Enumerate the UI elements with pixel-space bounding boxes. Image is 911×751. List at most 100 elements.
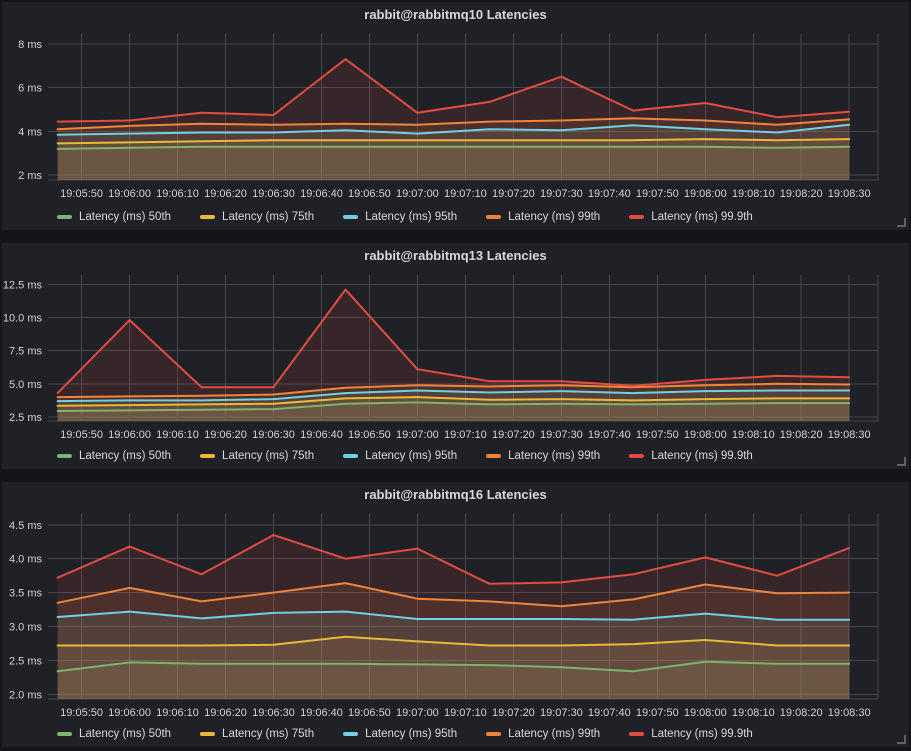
- x-tick-label: 19:08:30: [828, 429, 871, 441]
- series-fill-50th: [57, 661, 850, 699]
- series-line-99.9th: [56, 288, 851, 395]
- chart-legend: Latency (ms) 50th Latency (ms) 75th Latenc…: [2, 443, 909, 469]
- legend-item-99th[interactable]: Latency (ms) 99th: [486, 211, 600, 223]
- series-fill-75th: [57, 139, 850, 180]
- legend-item-95th[interactable]: Latency (ms) 95th: [343, 211, 457, 223]
- series-line-75th: [56, 635, 851, 647]
- series-line-99.9th: [56, 58, 851, 123]
- y-tick-label: 2.5 ms: [9, 412, 43, 424]
- legend-item-50th[interactable]: Latency (ms) 50th: [57, 728, 171, 740]
- series-fill-99th: [57, 583, 850, 699]
- legend-swatch: [343, 732, 359, 736]
- x-tick-label: 19:08:10: [732, 707, 775, 719]
- y-tick-label: 4.5 ms: [9, 520, 43, 532]
- legend-item-99th[interactable]: Latency (ms) 99th: [486, 728, 600, 740]
- legend-swatch: [200, 215, 216, 219]
- series-line-99.9th: [56, 534, 851, 585]
- x-tick-label: 19:07:10: [444, 188, 487, 200]
- legend-label: Latency (ms) 50th: [79, 211, 172, 223]
- x-tick-label: 19:07:30: [540, 188, 583, 200]
- series-fill-50th: [57, 146, 850, 180]
- grid-lines: [48, 34, 879, 181]
- series-fill-75th: [57, 636, 850, 699]
- x-tick-label: 19:07:20: [492, 188, 535, 200]
- legend-item-50th[interactable]: Latency (ms) 50th: [57, 450, 171, 462]
- series-line-99th: [56, 117, 851, 131]
- x-tick-label: 19:08:10: [732, 429, 775, 441]
- series-line-95th: [56, 389, 851, 403]
- x-tick-label: 19:06:40: [300, 429, 343, 441]
- panel-title[interactable]: rabbit@rabbitmq10 Latencies: [364, 7, 547, 22]
- legend-swatch: [343, 215, 359, 219]
- legend-label: Latency (ms) 99th: [508, 211, 601, 223]
- legend-item-99.9th[interactable]: Latency (ms) 99.9th: [629, 211, 753, 223]
- legend-label: Latency (ms) 99.9th: [651, 450, 753, 462]
- y-axis-labels: 2 ms 4 ms 6 ms 8 ms: [18, 39, 42, 182]
- legend-swatch: [629, 215, 645, 219]
- x-tick-label: 19:06:00: [108, 188, 151, 200]
- legend-item-75th[interactable]: Latency (ms) 75th: [200, 211, 314, 223]
- series-line-99th: [56, 382, 851, 399]
- x-tick-label: 19:06:00: [108, 707, 151, 719]
- legend-item-75th[interactable]: Latency (ms) 75th: [200, 728, 314, 740]
- x-tick-label: 19:07:40: [588, 429, 631, 441]
- y-tick-label: 2 ms: [18, 170, 42, 182]
- x-axis-labels: 19:05:50 19:06:00 19:06:10 19:06:20 19:06:30…: [60, 188, 870, 200]
- legend-item-95th[interactable]: Latency (ms) 95th: [343, 728, 457, 740]
- legend-item-99.9th[interactable]: Latency (ms) 99.9th: [629, 728, 753, 740]
- x-tick-label: 19:05:50: [60, 429, 103, 441]
- x-axis-labels: 19:05:50 19:06:00 19:06:10 19:06:20 19:06:30…: [60, 429, 870, 441]
- legend-label: Latency (ms) 99.9th: [651, 211, 753, 223]
- panel-resize-handle[interactable]: [897, 457, 906, 466]
- legend-swatch: [57, 215, 72, 219]
- x-tick-label: 19:06:40: [300, 707, 343, 719]
- grid-lines: [48, 514, 879, 700]
- series-fill-99th: [57, 118, 850, 180]
- series-lines: [56, 288, 851, 412]
- series-lines: [56, 58, 851, 150]
- panel-resize-handle[interactable]: [897, 218, 906, 227]
- legend-swatch: [486, 215, 502, 219]
- x-tick-label: 19:07:40: [588, 188, 631, 200]
- series-fill-99.9th: [57, 59, 850, 181]
- legend-label: Latency (ms) 75th: [222, 211, 315, 223]
- latency-chart-rabbitmq13[interactable]: 2.5 ms 5.0 ms 7.5 ms 10.0 ms 12.5 ms 19:05:50…: [2, 269, 909, 443]
- y-tick-label: 12.5 ms: [3, 279, 43, 291]
- panel-rabbitmq10-latencies: rabbit@rabbitmq10 Latencies 2 ms 4 ms 6 ms…: [2, 2, 909, 230]
- legend-item-99.9th[interactable]: Latency (ms) 99.9th: [629, 450, 753, 462]
- series-fills: [57, 535, 850, 699]
- x-tick-label: 19:06:10: [156, 188, 199, 200]
- x-tick-label: 19:07:20: [492, 707, 535, 719]
- panel-title[interactable]: rabbit@rabbitmq16 Latencies: [364, 487, 547, 502]
- legend-label: Latency (ms) 99th: [508, 728, 601, 740]
- legend-item-50th[interactable]: Latency (ms) 50th: [57, 211, 171, 223]
- legend-item-75th[interactable]: Latency (ms) 75th: [200, 450, 314, 462]
- series-fill-95th: [57, 124, 850, 180]
- latency-chart-rabbitmq16[interactable]: 2.0 ms 2.5 ms 3.0 ms 3.5 ms 4.0 ms 4.5 ms 19:0…: [2, 508, 909, 721]
- y-tick-label: 5.0 ms: [9, 379, 43, 391]
- x-axis-labels: 19:05:50 19:06:00 19:06:10 19:06:20 19:06:30…: [60, 707, 870, 719]
- x-tick-label: 19:07:20: [492, 429, 535, 441]
- legend-swatch: [200, 732, 216, 736]
- x-tick-label: 19:05:50: [60, 188, 103, 200]
- x-tick-label: 19:06:20: [204, 429, 247, 441]
- latency-chart-rabbitmq10[interactable]: 2 ms 4 ms 6 ms 8 ms 19:05:50 19:06:00 19:06:10…: [2, 28, 909, 204]
- x-tick-label: 19:08:30: [828, 707, 871, 719]
- legend-item-95th[interactable]: Latency (ms) 95th: [343, 450, 457, 462]
- legend-label: Latency (ms) 50th: [79, 728, 172, 740]
- legend-label: Latency (ms) 95th: [365, 211, 458, 223]
- legend-item-99th[interactable]: Latency (ms) 99th: [486, 450, 600, 462]
- series-line-75th: [56, 138, 851, 145]
- legend-swatch: [57, 454, 72, 458]
- series-fill-95th: [57, 611, 850, 699]
- legend-label: Latency (ms) 50th: [79, 450, 172, 462]
- legend-swatch: [486, 454, 502, 458]
- legend-label: Latency (ms) 75th: [222, 450, 315, 462]
- panel-resize-handle[interactable]: [897, 735, 906, 744]
- legend-label: Latency (ms) 95th: [365, 728, 458, 740]
- series-line-95th: [56, 123, 851, 136]
- panel-title[interactable]: rabbit@rabbitmq13 Latencies: [364, 248, 547, 263]
- x-tick-label: 19:07:40: [588, 707, 631, 719]
- legend-swatch: [629, 732, 645, 736]
